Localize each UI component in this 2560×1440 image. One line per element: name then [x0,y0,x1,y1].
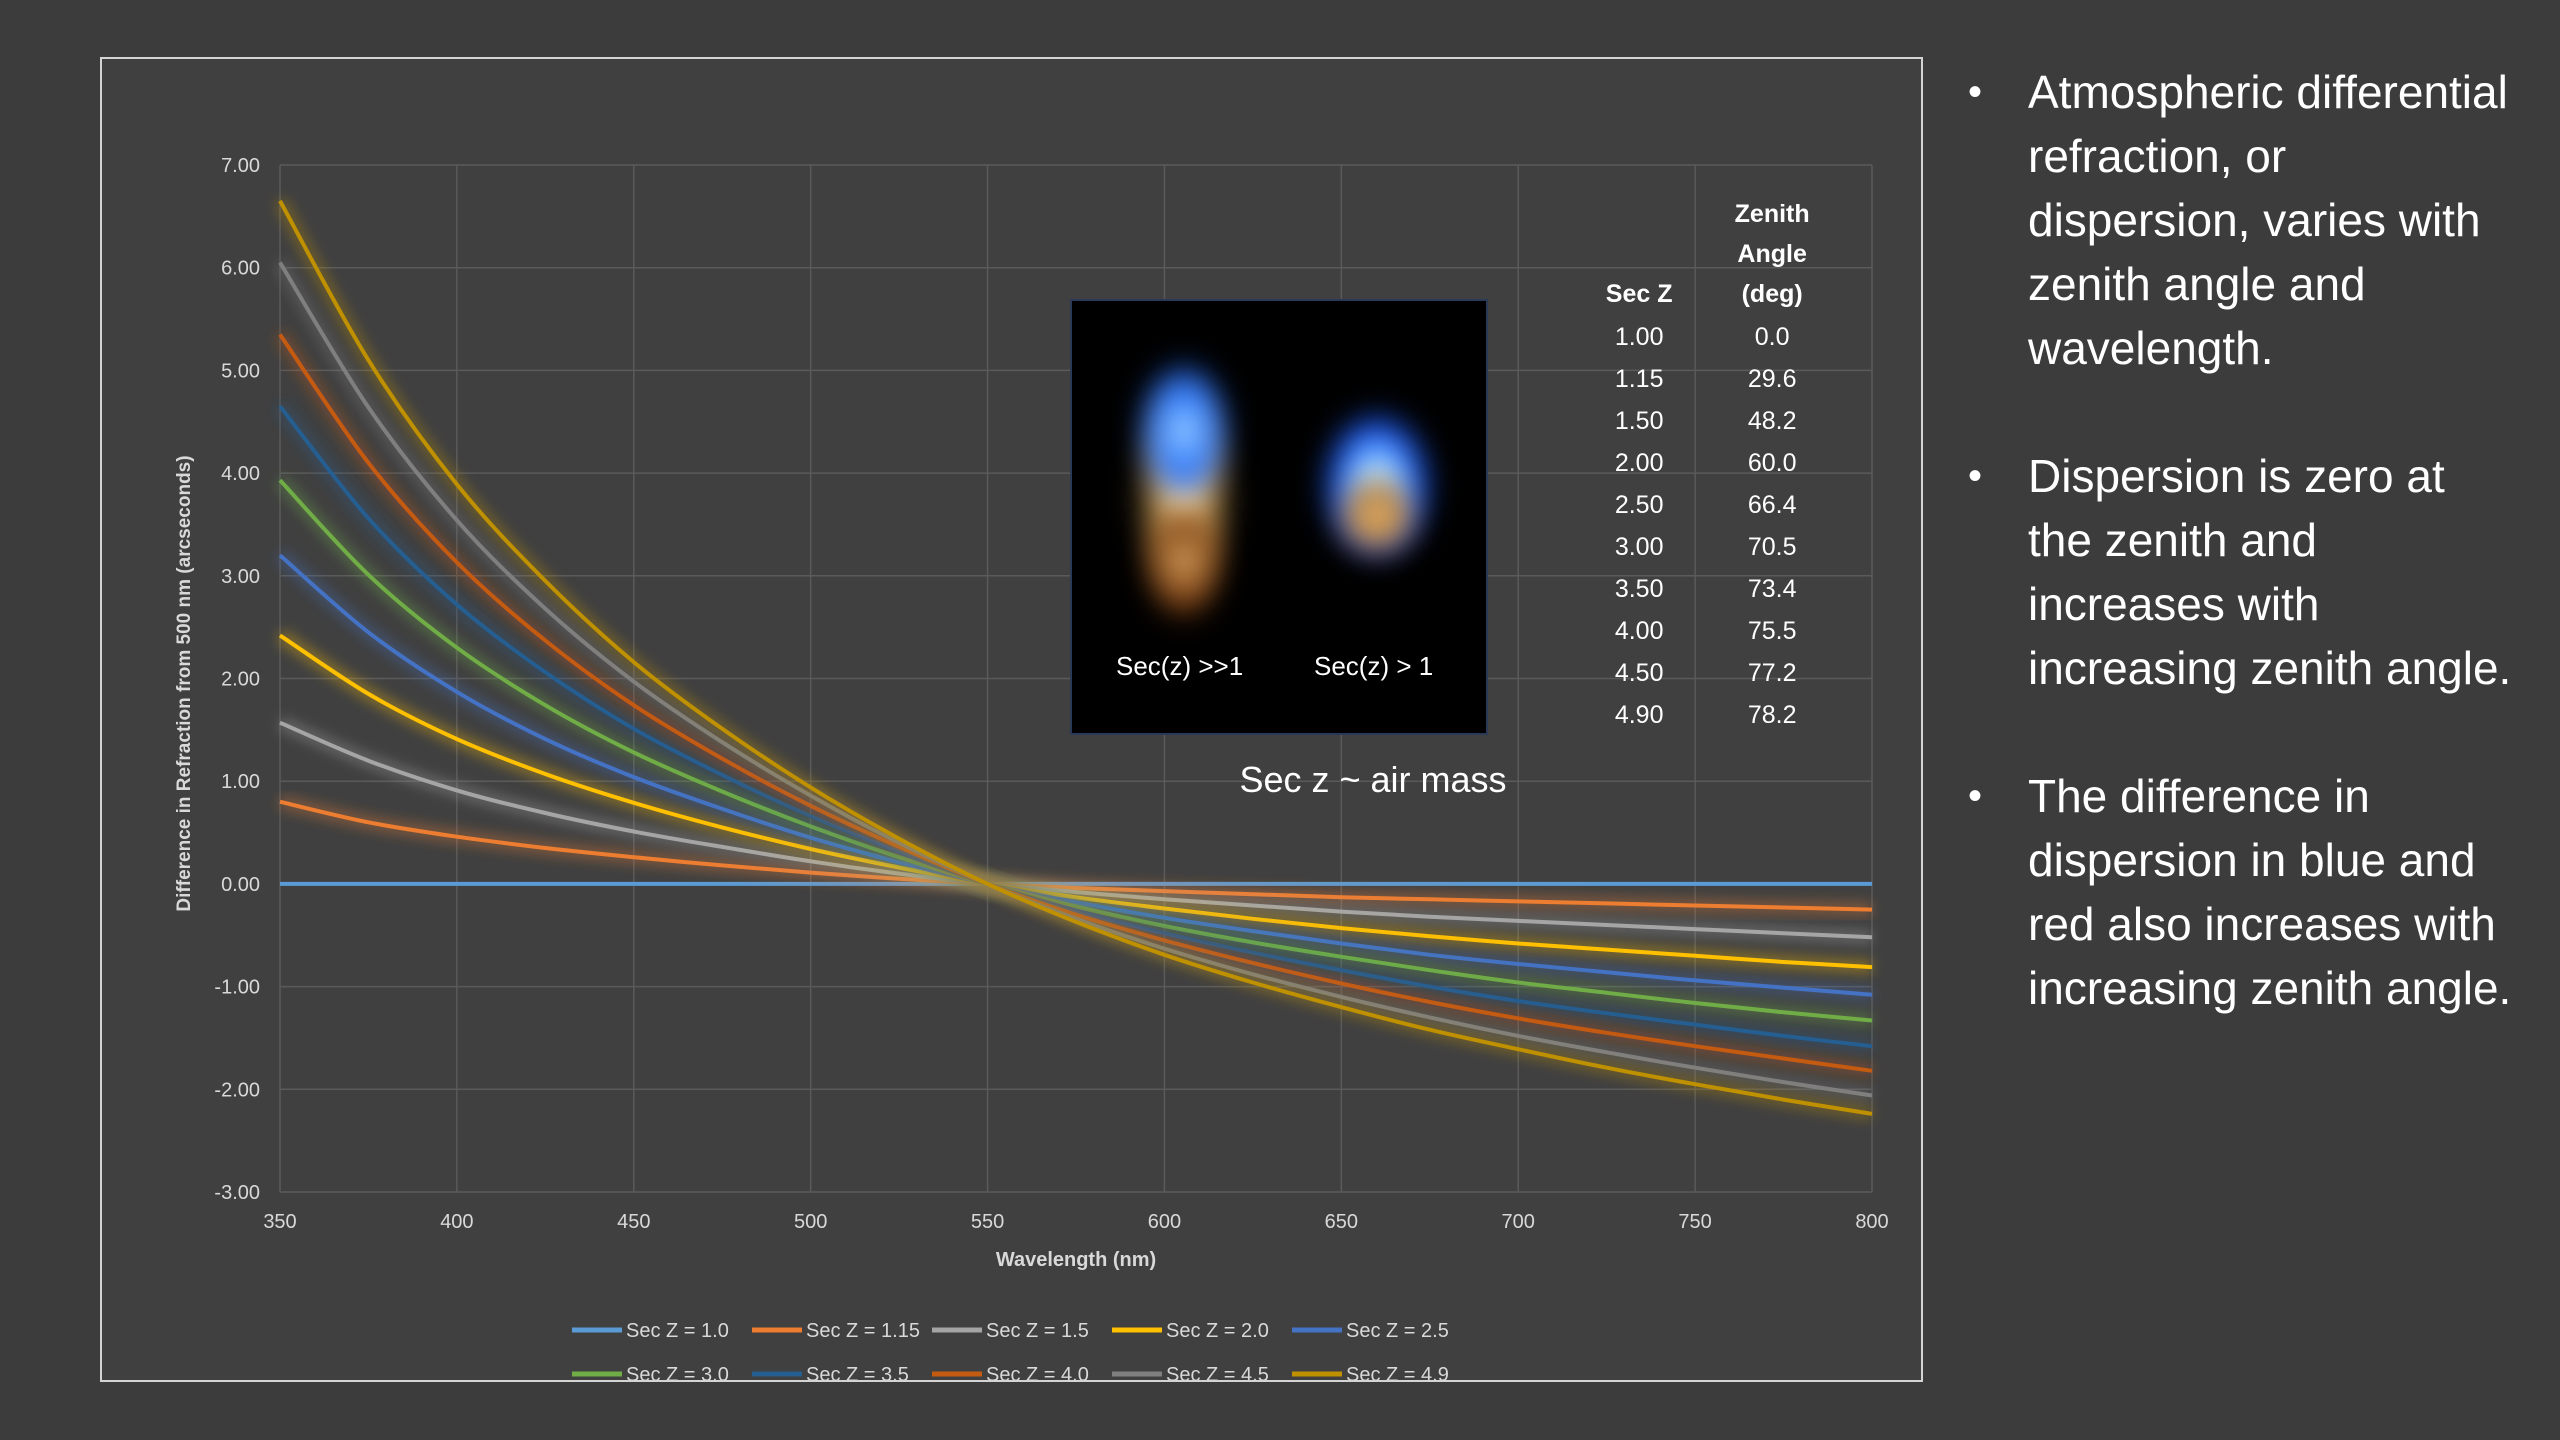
legend-label: Sec Z = 2.5 [1346,1320,1449,1342]
table-cell-zenith: 60.0 [1747,448,1797,477]
series-line-9 [278,199,1873,1116]
x-tick-label: 700 [1502,1211,1535,1233]
table-cell-zenith: 70.5 [1747,532,1797,561]
legend-label: Sec Z = 4.9 [1346,1364,1449,1380]
table-cell-secz: 1.00 [1614,322,1664,351]
table-header-zenith: Zenith Angle (deg) [1734,200,1810,308]
table-cell-secz: 2.00 [1614,448,1664,477]
y-tick-label: 4.00 [221,463,260,485]
secz-zenith-table: Sec Z Zenith Angle (deg) 1.00 0.0 1.15 29.6… [1570,194,1836,736]
x-tick-label: 500 [794,1211,827,1233]
x-tick-label: 600 [1148,1211,1181,1233]
table-cell-secz: 1.50 [1614,406,1664,435]
bullet-item: Atmospheric differential refraction, or … [1960,60,2520,380]
legend-label: Sec Z = 4.0 [986,1364,1089,1380]
legend-label: Sec Z = 1.5 [986,1320,1089,1342]
table-row: 4.50 77.2 [1570,652,1836,694]
x-tick-label: 400 [440,1211,473,1233]
table-cell-secz: 2.50 [1614,490,1664,519]
table-cell-zenith: 73.4 [1747,574,1797,603]
table-cell-zenith: 29.6 [1747,364,1797,393]
table-row: 1.15 29.6 [1570,358,1836,400]
x-tick-label: 450 [617,1211,650,1233]
table-row: 4.90 78.2 [1570,694,1836,736]
table-row: 3.00 70.5 [1570,526,1836,568]
legend-label: Sec Z = 1.0 [626,1320,729,1342]
table-cell-zenith: 78.2 [1747,700,1797,729]
y-tick-label: 6.00 [221,258,260,280]
table-cell-secz: 4.90 [1614,700,1664,729]
legend-label: Sec Z = 2.0 [1166,1320,1269,1342]
table-row: 4.00 75.5 [1570,610,1836,652]
x-tick-label: 350 [263,1211,296,1233]
series-layer [273,197,1874,1121]
table-cell-zenith: 75.5 [1747,616,1797,645]
table-row: 2.50 66.4 [1570,484,1836,526]
x-tick-label: 550 [971,1211,1004,1233]
table-cell-secz: 3.50 [1614,574,1664,603]
bullet-item: Dispersion is zero at the zenith and inc… [1960,444,2520,700]
table-row: 3.50 73.4 [1570,568,1836,610]
table-header-secz: Sec Z [1605,280,1673,308]
table-row: 1.50 48.2 [1570,400,1836,442]
y-tick-label: -2.00 [214,1079,260,1101]
x-tick-label: 750 [1678,1211,1711,1233]
table-cell-zenith: 48.2 [1747,406,1797,435]
legend-label: Sec Z = 3.5 [806,1364,909,1380]
bullet-list: Atmospheric differential refraction, or … [1960,60,2520,1084]
legend-label: Sec Z = 4.5 [1166,1364,1269,1380]
table-cell-zenith: 77.2 [1747,658,1797,687]
round-star-red [1337,476,1417,556]
x-tick-label: 650 [1325,1211,1358,1233]
legend-layer: Sec Z = 1.0 Sec Z = 1.15 Sec Z = 1.5 Sec Z … [572,1320,1449,1380]
y-tick-label: 7.00 [221,155,260,177]
y-tick-label: 1.00 [221,771,260,793]
x-axis-title: Wavelength (nm) [996,1249,1156,1271]
y-tick-label: 0.00 [221,874,260,896]
elongated-star-blue [1138,361,1230,501]
table-cell-secz: 1.15 [1614,364,1664,393]
y-tick-label: 5.00 [221,360,260,382]
inset-label-left: Sec(z) >>1 [1116,651,1244,681]
table-cell-secz: 4.50 [1614,658,1664,687]
y-tick-label: -1.00 [214,977,260,999]
y-tick-label: 2.00 [221,669,260,691]
legend-label: Sec Z = 1.15 [806,1320,920,1342]
bullet-item: The difference in dispersion in blue and… [1960,764,2520,1020]
inset-label-right: Sec(z) > 1 [1314,651,1434,681]
dispersion-chart: 7.00 6.00 5.00 4.00 3.00 2.00 1.00 0.00 -1.00 -2.… [174,155,1889,1380]
legend-label: Sec Z = 3.0 [626,1364,729,1380]
y-tick-label: 3.00 [221,566,260,588]
x-tick-label: 800 [1855,1211,1888,1233]
table-row: 1.00 0.0 [1570,316,1836,358]
table-row: 2.00 60.0 [1570,442,1836,484]
elongated-star-red [1144,511,1224,621]
dispersion-inset-image: Sec(z) >>1 Sec(z) > 1 [1070,299,1488,735]
table-cell-zenith: 0.0 [1754,322,1790,351]
table-cell-zenith: 66.4 [1747,490,1797,519]
y-tick-label: -3.00 [214,1182,260,1204]
table-cell-secz: 4.00 [1614,616,1664,645]
inset-caption: Sec z ~ air mass [1239,759,1507,800]
chart-frame: 7.00 6.00 5.00 4.00 3.00 2.00 1.00 0.00 -1.00 -2.… [100,57,1923,1382]
y-axis-title: Difference in Refraction from 500 nm (ar… [174,455,195,911]
table-cell-secz: 3.00 [1614,532,1664,561]
axis-layer: 7.00 6.00 5.00 4.00 3.00 2.00 1.00 0.00 -1.00 -2.… [174,155,1889,1271]
